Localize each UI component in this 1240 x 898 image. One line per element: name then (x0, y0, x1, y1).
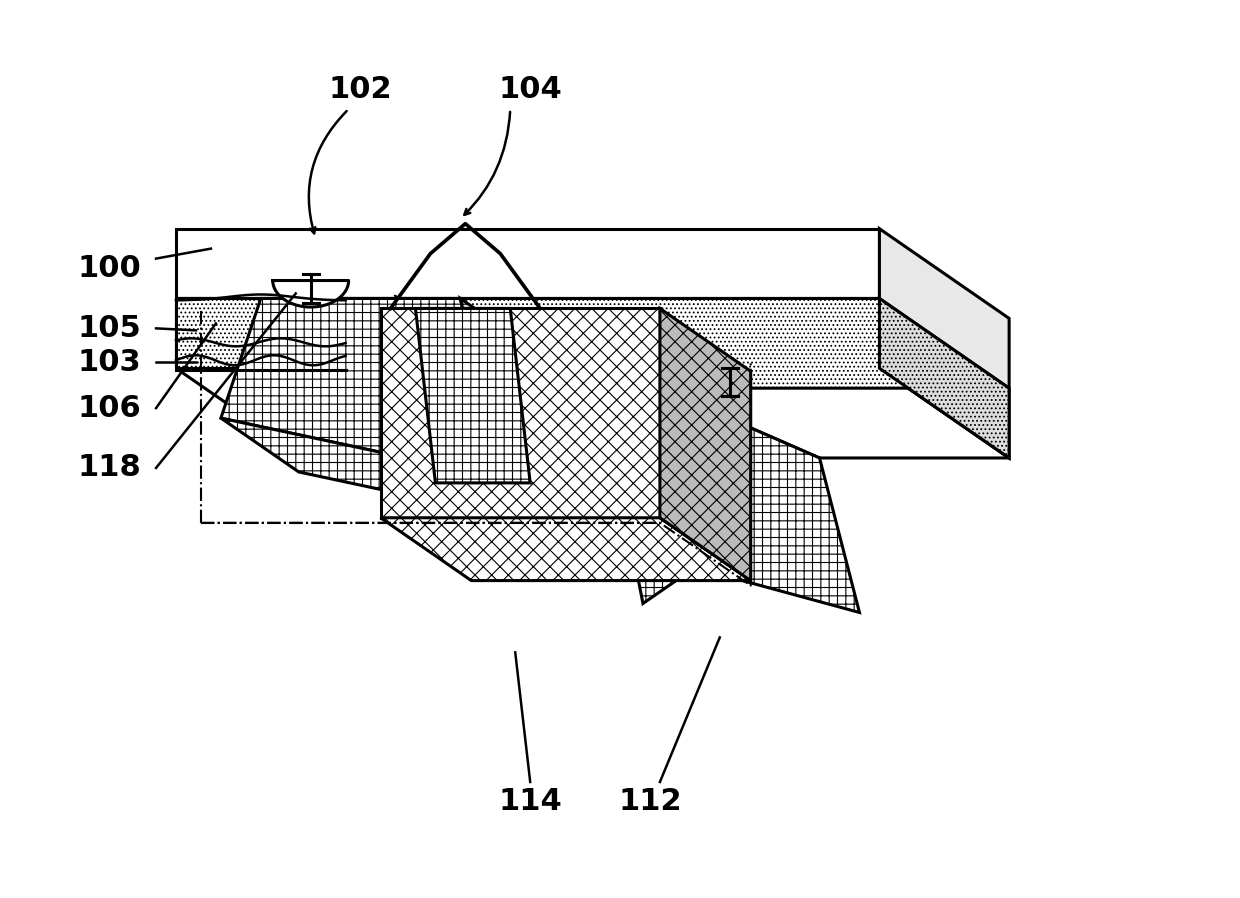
Text: 118: 118 (77, 453, 141, 482)
Polygon shape (608, 388, 694, 603)
Text: 105: 105 (77, 314, 141, 343)
Text: 106: 106 (77, 393, 141, 423)
Polygon shape (176, 298, 1009, 388)
Polygon shape (176, 298, 879, 368)
Polygon shape (176, 229, 879, 368)
Polygon shape (879, 298, 1009, 458)
Polygon shape (381, 308, 660, 518)
Text: 104: 104 (498, 75, 562, 103)
Text: 103: 103 (77, 348, 141, 377)
Polygon shape (221, 298, 500, 478)
Polygon shape (608, 388, 820, 494)
Polygon shape (221, 418, 578, 532)
Polygon shape (660, 388, 859, 612)
Text: 100: 100 (77, 254, 141, 283)
Text: 112: 112 (618, 788, 682, 816)
Polygon shape (415, 308, 531, 483)
Text: 102: 102 (329, 75, 392, 103)
Polygon shape (660, 308, 750, 581)
Text: 114: 114 (498, 788, 562, 816)
Polygon shape (879, 229, 1009, 458)
Polygon shape (381, 518, 750, 581)
Polygon shape (273, 280, 348, 307)
Polygon shape (460, 298, 578, 532)
Polygon shape (176, 298, 346, 368)
Polygon shape (176, 368, 1009, 458)
